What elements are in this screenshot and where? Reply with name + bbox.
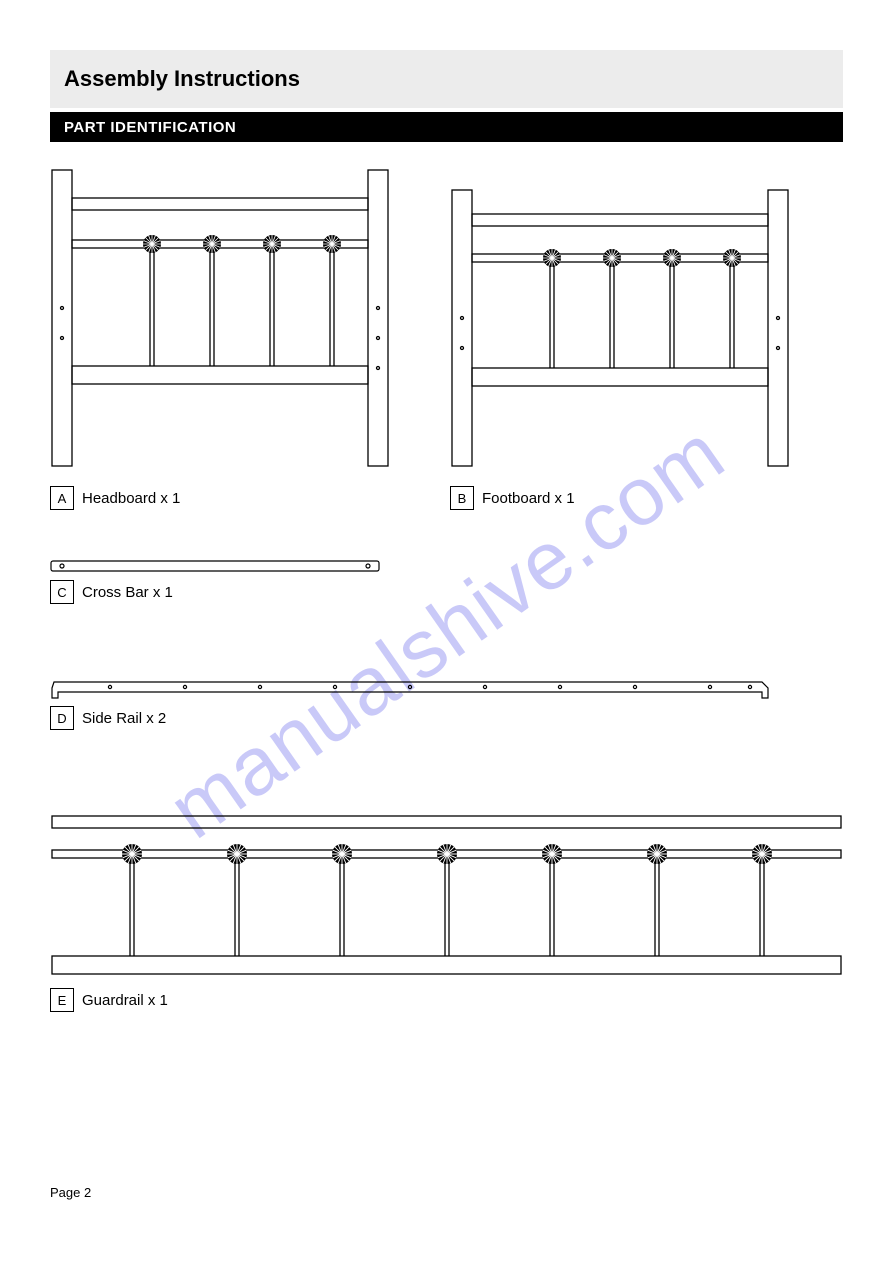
part-e-code-box: E [50, 988, 74, 1012]
part-d-label: D Side Rail x 2 [50, 706, 166, 730]
part-e-diagram [50, 808, 843, 978]
part-b-label: B Footboard x 1 [450, 486, 575, 510]
part-c-text: Cross Bar x 1 [82, 584, 173, 601]
part-d-diagram [50, 678, 770, 702]
part-b-diagram [450, 168, 790, 468]
page-title-bar: Assembly Instructions [50, 50, 843, 108]
footer-page-number: Page 2 [50, 1185, 91, 1200]
part-a-diagram [50, 168, 390, 468]
part-b-text: Footboard x 1 [482, 490, 575, 507]
section-title-bar: PART IDENTIFICATION [50, 112, 843, 142]
section-title: PART IDENTIFICATION [64, 119, 236, 136]
parts-row-2: C Cross Bar x 1 [50, 558, 843, 579]
part-d-code-box: D [50, 706, 74, 730]
part-a-code-box: A [50, 486, 74, 510]
page-footer: Page 2 [50, 1185, 843, 1200]
part-b-code-box: B [450, 486, 474, 510]
part-a-label: A Headboard x 1 [50, 486, 180, 510]
part-c-code-box: C [50, 580, 74, 604]
part-d-text: Side Rail x 2 [82, 710, 166, 727]
part-a-text: Headboard x 1 [82, 490, 180, 507]
parts-row-4: E Guardrail x 1 [50, 808, 843, 983]
parts-row-1: A Headboard x 1 B Footboard x 1 [50, 168, 843, 528]
part-e-text: Guardrail x 1 [82, 992, 168, 1009]
page-content: Assembly Instructions PART IDENTIFICATIO… [50, 50, 843, 528]
parts-row-3: D Side Rail x 2 [50, 678, 843, 707]
part-c-label: C Cross Bar x 1 [50, 580, 173, 604]
parts-area: A Headboard x 1 B Footboard x 1 C Cross … [50, 168, 843, 528]
part-e-label: E Guardrail x 1 [50, 988, 168, 1012]
part-c-diagram [50, 558, 380, 574]
page-title: Assembly Instructions [64, 66, 300, 92]
medallion-group [143, 235, 341, 253]
